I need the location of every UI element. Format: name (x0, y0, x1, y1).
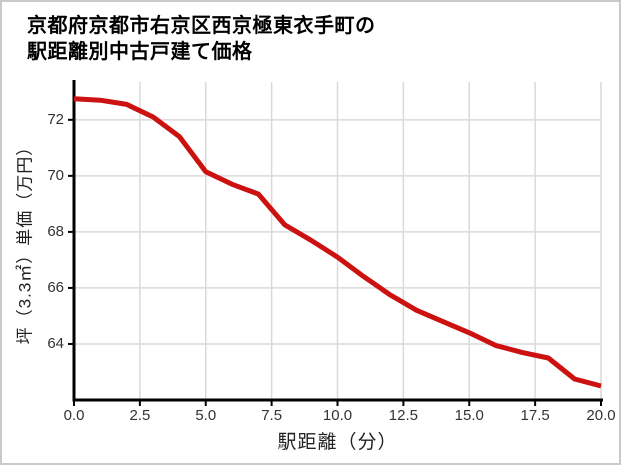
x-axis-label: 駅距離（分） (277, 432, 398, 453)
y-tick-label: 70 (47, 166, 64, 184)
x-tick-label: 15.0 (454, 407, 484, 424)
price-line (73, 96, 602, 389)
chart-title-line1: 京都府京都市右京区西京極東衣手町の (27, 15, 376, 37)
x-tick-label: 20.0 (586, 407, 616, 424)
x-tick-label: 17.5 (520, 407, 550, 424)
axes (68, 80, 603, 406)
x-tick-label: 5.0 (195, 407, 217, 424)
x-tick-label: 0.0 (63, 407, 85, 424)
y-tick-label: 68 (47, 222, 64, 240)
chart-title-line2: 駅距離別中古戸建て価格 (27, 41, 253, 63)
y-tick-label: 64 (47, 334, 64, 352)
x-tick-label: 10.0 (322, 407, 353, 424)
x-tick-label: 12.5 (388, 407, 418, 424)
gridlines (74, 82, 602, 400)
x-tick-label: 7.5 (261, 407, 283, 424)
y-tick-label: 66 (47, 278, 64, 296)
x-tick-label: 2.5 (129, 407, 151, 424)
y-tick-label: 72 (47, 110, 64, 128)
y-axis-label: 坪（3.3㎡）単価（万円） (15, 137, 35, 345)
chart-title: 京都府京都市右京区西京極東衣手町の 駅距離別中古戸建て価格 (27, 13, 376, 65)
